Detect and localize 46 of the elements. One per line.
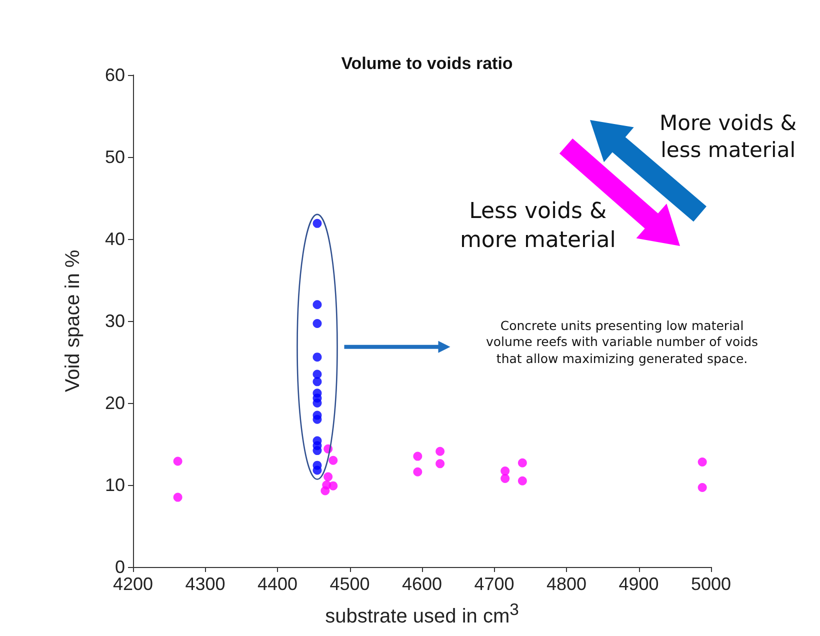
point [500, 474, 510, 483]
point [312, 218, 322, 228]
y-tick-label: 60 [104, 65, 125, 85]
point [312, 446, 322, 456]
annotation: More voids & less material [660, 110, 797, 164]
x-tick-label: 4300 [185, 574, 226, 594]
x-tick-label: 4500 [330, 574, 370, 594]
point [312, 466, 322, 475]
y-tick-label: 0 [114, 557, 125, 577]
annotation: Less voids & more material [460, 198, 616, 255]
x-tick-label: 4800 [546, 574, 587, 594]
x-tick-label: 5000 [690, 574, 732, 594]
point [312, 318, 322, 328]
point [322, 480, 332, 490]
y-tick-label: 20 [104, 393, 125, 413]
point [312, 300, 322, 310]
y-axis-title: Void space in % [62, 250, 84, 392]
x-tick-label: 4200 [112, 574, 154, 594]
y-tick-label: 50 [104, 147, 125, 167]
point [413, 452, 422, 461]
point [312, 398, 322, 408]
point [518, 458, 527, 468]
y-tick-label: 30 [104, 311, 125, 331]
chart-title: Volume to voids ratio [341, 54, 513, 73]
point [324, 472, 333, 482]
annotation: Concrete units presenting low material volume reefs with variable number of voids that allow maximizing generated space. [486, 318, 758, 367]
point [436, 446, 445, 456]
y-tick-label: 10 [104, 475, 125, 495]
point [500, 466, 510, 476]
point [413, 467, 422, 476]
x-tick-label: 4600 [402, 574, 442, 594]
y-tick-label: 40 [104, 229, 125, 249]
point [518, 476, 527, 486]
point [698, 482, 707, 492]
point [312, 377, 322, 386]
point [312, 414, 322, 424]
point [328, 456, 338, 465]
point [436, 459, 445, 468]
x-tick-label: 4400 [257, 574, 298, 594]
point [698, 458, 707, 467]
point [173, 492, 182, 502]
point [173, 456, 182, 466]
x-tick-label: 4900 [618, 574, 659, 594]
x-axis-title: substrate used in cm$^{3}$ [324, 600, 520, 629]
point [312, 352, 322, 362]
x-tick-label: 4700 [474, 574, 514, 594]
